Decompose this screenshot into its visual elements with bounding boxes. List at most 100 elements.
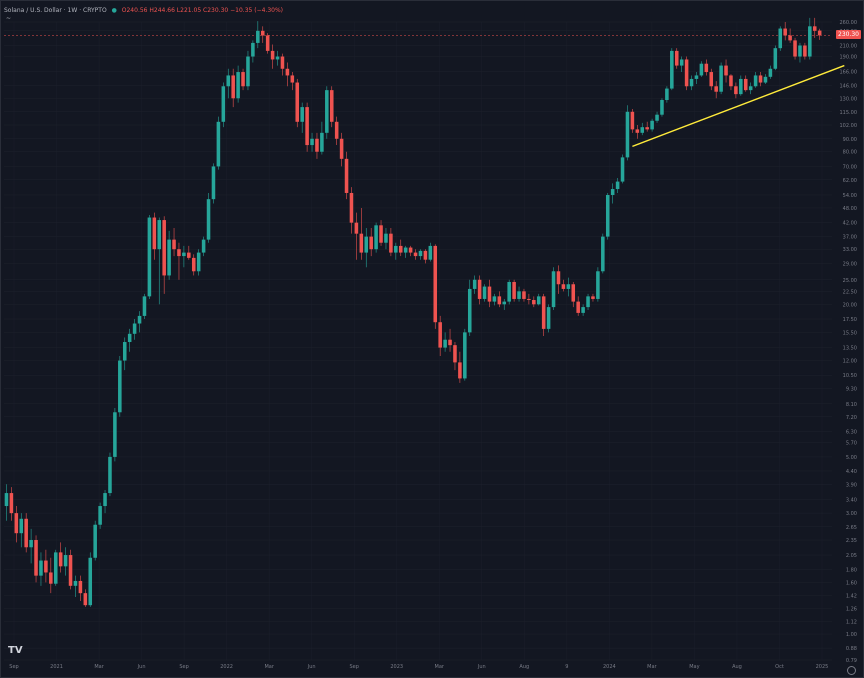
candle-body [265, 35, 270, 51]
candle-body [561, 284, 566, 289]
candle-body [24, 518, 28, 548]
y-tick-label: 29.00 [843, 261, 857, 267]
candle [743, 75, 748, 92]
candle [58, 542, 63, 573]
y-tick-label: 20.00 [843, 302, 857, 308]
candle [369, 228, 373, 257]
candle [196, 249, 201, 276]
y-tick-label: 1.26 [846, 607, 857, 613]
candle [147, 215, 152, 299]
candle [748, 82, 753, 95]
candle [674, 48, 679, 69]
y-tick-label: 210.00 [840, 44, 858, 50]
candle-body [73, 580, 78, 586]
candle-body [487, 286, 492, 302]
candle [290, 72, 295, 91]
candle [694, 72, 699, 85]
candle-body [83, 593, 88, 606]
candle [29, 528, 33, 564]
candle [443, 332, 447, 352]
candle [88, 552, 93, 607]
x-tick-label: Sep [179, 664, 188, 670]
candle-body [443, 339, 447, 348]
candle-body [793, 40, 797, 57]
candle-body [586, 296, 590, 308]
candle [670, 48, 674, 91]
candle [206, 192, 211, 243]
y-tick-label: 0.79 [846, 658, 857, 664]
settings-icon[interactable] [847, 666, 856, 675]
candle-body [241, 72, 245, 87]
x-axis: Sep 2021 Mar Jun Sep 2022 Mar Jun Sep 2023 Mar Jun A… [9, 664, 828, 670]
candle-body [630, 111, 635, 130]
candle-body [743, 78, 748, 91]
candle [758, 72, 763, 87]
y-tick-label: 3.40 [846, 497, 857, 503]
grid [4, 21, 832, 661]
candle [812, 17, 817, 38]
candle [448, 328, 452, 352]
candle-body [734, 86, 738, 95]
y-tick-label: 146.00 [840, 84, 858, 90]
candle-body [118, 360, 122, 413]
candle [187, 245, 191, 260]
candle-body [625, 111, 630, 158]
candle [300, 102, 304, 133]
x-tick-label: Mar [264, 664, 274, 670]
candle-body [29, 540, 33, 548]
x-tick-label: 2023 [390, 664, 403, 670]
indicator-row[interactable]: ~ [6, 15, 12, 22]
candle [615, 178, 620, 193]
candle-body [369, 236, 373, 250]
candle [142, 293, 147, 320]
candle [83, 589, 88, 607]
x-tick-label: 2021 [50, 664, 63, 670]
candle [398, 239, 403, 257]
y-tick-label: 15.50 [843, 330, 857, 336]
candle [78, 575, 83, 602]
candle-body [773, 48, 778, 69]
candle [679, 56, 684, 73]
candle [596, 267, 600, 302]
candle-body [157, 220, 162, 250]
candle [610, 183, 615, 204]
candle-body [507, 281, 511, 302]
y-tick-label: 1.12 [846, 620, 857, 626]
symbol-title[interactable]: Solana / U.S. Dollar · 1W · CRYPTO [4, 7, 107, 14]
candle-body [714, 86, 718, 92]
x-tick-label: 9 [565, 664, 568, 670]
candle-body [142, 296, 147, 316]
candle-body [709, 72, 714, 87]
candle-body [122, 342, 127, 361]
candle [428, 242, 433, 262]
y-tick-label: 10.50 [843, 373, 857, 379]
candle [586, 293, 590, 310]
candle [517, 286, 521, 302]
candle-body [103, 493, 107, 507]
candle [660, 98, 664, 117]
candle [34, 535, 38, 583]
candle-body [231, 75, 235, 99]
candle [9, 487, 14, 521]
candle [778, 26, 783, 51]
y-axis: 260.00240.00210.00190.00166.00146.00130.… [840, 20, 858, 664]
candle [349, 187, 354, 234]
candle [118, 356, 122, 417]
candle-body [172, 239, 176, 250]
candle-body [374, 225, 378, 250]
candle-body [645, 127, 649, 130]
y-tick-label: 70.00 [843, 164, 857, 170]
candle-body [433, 245, 438, 323]
candle-body [655, 114, 659, 121]
candle [601, 233, 605, 274]
candle-body [246, 56, 250, 87]
candle-body [699, 63, 704, 76]
candle [704, 59, 709, 76]
candle-body [704, 63, 709, 73]
candle-body [724, 65, 728, 76]
candle-body [280, 56, 285, 69]
tradingview-logo[interactable]: TV [8, 645, 23, 656]
candle-body [285, 68, 290, 76]
candle [522, 288, 526, 302]
